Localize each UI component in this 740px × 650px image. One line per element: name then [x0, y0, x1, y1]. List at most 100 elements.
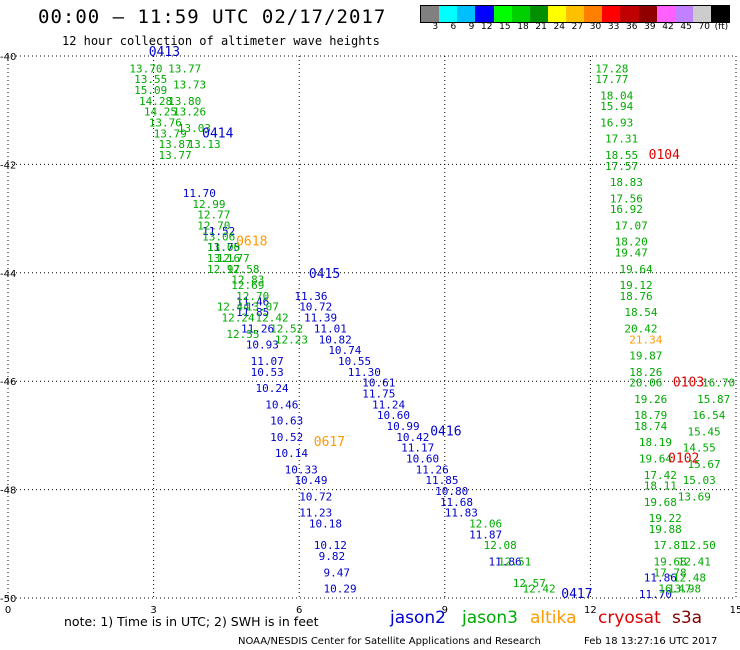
- color-swatch: [566, 6, 585, 22]
- color-scale-label: 12: [481, 22, 493, 32]
- data-point-label: 13.07: [246, 301, 279, 314]
- data-point-label: 11.30: [348, 366, 381, 379]
- track-label: 0413: [149, 45, 180, 60]
- color-scale-label: 33: [607, 22, 620, 32]
- data-point-label: 12.08: [484, 539, 517, 552]
- data-point-label: 19.68: [653, 555, 686, 568]
- color-scale-label: 45: [680, 22, 692, 32]
- data-point-label: 13.73: [173, 79, 206, 92]
- data-point-label: 17.07: [615, 219, 648, 232]
- data-point-label: 10.24: [256, 382, 289, 395]
- data-point-label: 17.56: [610, 192, 643, 205]
- data-point-label: 12.55: [226, 328, 259, 341]
- color-swatch: [511, 6, 530, 22]
- data-point-label: 17.31: [605, 133, 638, 146]
- data-point-label: 15.87: [697, 393, 730, 406]
- data-point-label: 10.82: [319, 333, 352, 346]
- data-point-label: 16.54: [692, 409, 725, 422]
- color-scale-label: (ft): [714, 22, 729, 32]
- data-point-label: 13.70: [129, 62, 162, 75]
- color-swatch: [711, 6, 730, 22]
- data-point-label: 11.17: [401, 442, 434, 455]
- data-point-label: 10.60: [377, 409, 410, 422]
- y-tick-label: -42: [0, 160, 16, 171]
- data-point-label: 10.74: [328, 344, 361, 357]
- data-point-label: 15.45: [687, 425, 720, 438]
- data-point-label: 11.26: [241, 322, 274, 335]
- track-label: 0617: [314, 435, 345, 450]
- data-point-label: 12.42: [256, 312, 289, 325]
- data-point-label: 11.36: [294, 290, 327, 303]
- legend-altika: altika: [530, 608, 577, 628]
- data-point-label: 12.50: [683, 539, 716, 552]
- data-point-label: 19.12: [620, 279, 653, 292]
- data-point-label: 19.64: [620, 263, 653, 276]
- data-point-label: 19.68: [644, 496, 677, 509]
- track-label: 0618: [236, 235, 267, 250]
- x-tick-label: 9: [442, 605, 448, 616]
- data-point-label: 10.12: [314, 539, 347, 552]
- color-scale-label: 24: [553, 22, 565, 32]
- x-tick-label: 6: [296, 605, 302, 616]
- x-tick-label: 15: [730, 605, 740, 616]
- data-point-label: 10.46: [265, 398, 298, 411]
- color-scale-label: 39: [644, 22, 656, 32]
- data-point-label: 14.55: [683, 442, 716, 455]
- footer-note: note: 1) Time is in UTC; 2) SWH is in fe…: [64, 614, 319, 629]
- data-point-label: 13.80: [168, 95, 201, 108]
- legend-jason2: jason2: [390, 608, 446, 628]
- color-scale-label: 3: [432, 22, 439, 32]
- data-point-label: 11.83: [445, 507, 478, 520]
- data-point-label: 14.28: [139, 95, 172, 108]
- data-point-label: 13.79: [154, 127, 187, 140]
- data-point-label: 11.85: [236, 306, 269, 319]
- data-point-label: 10.72: [299, 301, 332, 314]
- data-point-label: 18.76: [620, 290, 653, 303]
- color-swatch: [475, 6, 494, 22]
- data-point-label: 11.26: [416, 463, 449, 476]
- data-point-label: 18.11: [644, 480, 677, 493]
- data-point-label: 14.25: [144, 106, 177, 119]
- data-point-label: 17.78: [653, 566, 686, 579]
- color-swatch: [584, 6, 603, 22]
- data-point-label: 11.68: [440, 496, 473, 509]
- color-scale-label: 70: [698, 22, 710, 32]
- color-scale-label: 18: [517, 22, 529, 32]
- data-point-label: 10.52: [270, 431, 303, 444]
- color-scale-bar: [420, 5, 730, 23]
- track-label: 0102: [668, 452, 699, 467]
- data-point-label: 13.55: [134, 73, 167, 86]
- data-point-label: 16.70: [702, 377, 735, 390]
- data-point-label: 10.49: [294, 474, 327, 487]
- y-tick-label: -50: [0, 594, 16, 605]
- data-point-label: 12.77: [217, 252, 250, 265]
- data-point-label: 16.93: [600, 116, 633, 129]
- data-point-label: 12.42: [522, 583, 555, 596]
- color-scale-label: 30: [589, 22, 602, 32]
- data-point-label: 11.39: [304, 312, 337, 325]
- y-tick-label: -48: [0, 486, 16, 497]
- data-point-label: 15.94: [600, 100, 633, 113]
- y-tick-label: -40: [0, 52, 16, 63]
- data-point-label: 13.00: [207, 241, 240, 254]
- data-point-label: 13.16: [207, 252, 240, 265]
- data-point-label: 18.55: [605, 149, 638, 162]
- data-point-label: 10.61: [362, 377, 395, 390]
- data-point-label: 11.46: [236, 295, 269, 308]
- data-point-label: 13.76: [149, 116, 182, 129]
- color-swatch: [692, 6, 711, 22]
- data-point-label: 17.42: [644, 469, 677, 482]
- data-point-label: 11.52: [202, 225, 235, 238]
- data-point-label: 18.19: [639, 436, 672, 449]
- data-point-label: 15.67: [687, 458, 720, 471]
- color-scale-label: 6: [450, 22, 457, 32]
- data-point-label: 12.48: [673, 572, 706, 585]
- data-point-label: 15.09: [134, 84, 167, 97]
- data-point-label: 9.47: [323, 566, 350, 579]
- data-point-label: 11.85: [425, 474, 458, 487]
- track-label: 0104: [649, 148, 680, 163]
- data-point-label: 12.58: [226, 263, 259, 276]
- track-label: 0414: [202, 126, 233, 141]
- track-label: 0103: [673, 376, 704, 391]
